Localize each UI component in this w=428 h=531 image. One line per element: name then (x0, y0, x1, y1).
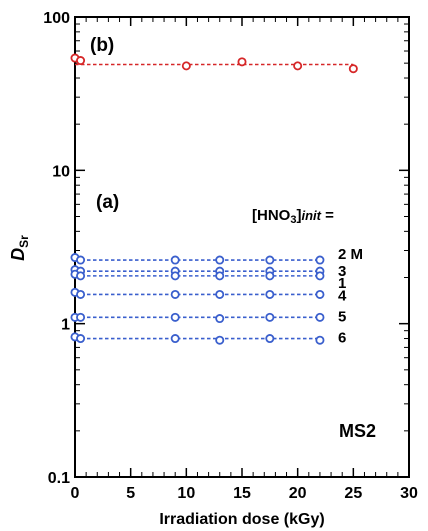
data-point (265, 312, 275, 322)
data-point (76, 312, 86, 322)
series-label: 5 (338, 308, 346, 325)
data-point (76, 271, 86, 281)
x-tick-label: 25 (344, 485, 362, 502)
y-axis-label: DSr (8, 235, 31, 261)
data-point (76, 289, 86, 299)
data-point (170, 289, 180, 299)
y-axis-label-subscript: Sr (17, 235, 31, 248)
data-point (76, 255, 86, 265)
x-tick-label: 15 (233, 485, 251, 502)
data-point (181, 61, 191, 71)
data-point (215, 314, 225, 324)
hno3-init: init (301, 208, 321, 223)
data-point (170, 255, 180, 265)
x-tick-label: 10 (177, 485, 195, 502)
y-tick-label: 100 (43, 10, 70, 27)
x-tick-label: 5 (126, 485, 135, 502)
data-point (170, 334, 180, 344)
y-tick-label: 0.1 (48, 470, 70, 487)
x-tick-label: 20 (289, 485, 307, 502)
data-point (265, 255, 275, 265)
hno3-subscript: 3 (290, 214, 296, 226)
data-point (315, 255, 325, 265)
series-label: 2 M (338, 246, 363, 263)
x-axis-label: Irradiation dose (kGy) (159, 511, 324, 528)
data-point (215, 289, 225, 299)
x-tick-label: 0 (71, 485, 80, 502)
data-point (170, 312, 180, 322)
data-point (237, 57, 247, 67)
data-point (315, 312, 325, 322)
data-point (215, 255, 225, 265)
data-point (76, 334, 86, 344)
series-label: 6 (338, 330, 346, 347)
data-point (315, 271, 325, 281)
data-point (315, 289, 325, 299)
data-point (170, 271, 180, 281)
series-label: 3 (338, 263, 346, 280)
y-tick-label: 1 (61, 317, 70, 334)
data-point (265, 334, 275, 344)
data-point (76, 56, 86, 66)
data-point (215, 271, 225, 281)
data-point (215, 335, 225, 345)
panel-b-label: (b) (90, 35, 114, 56)
series-label: 4 (338, 287, 347, 304)
series-points (70, 53, 358, 345)
data-point (293, 61, 303, 71)
y-tick-label: 10 (52, 163, 70, 180)
series-label: 1 (338, 275, 346, 292)
data-point (348, 64, 358, 74)
data-point (265, 289, 275, 299)
data-point (265, 271, 275, 281)
x-tick-label: 30 (400, 485, 418, 502)
data-point (315, 335, 325, 345)
series-lines (75, 63, 354, 340)
hno3-legend-title: [HNO3]init = (252, 207, 334, 226)
sample-label: MS2 (339, 421, 376, 441)
panel-a-label: (a) (96, 192, 119, 213)
